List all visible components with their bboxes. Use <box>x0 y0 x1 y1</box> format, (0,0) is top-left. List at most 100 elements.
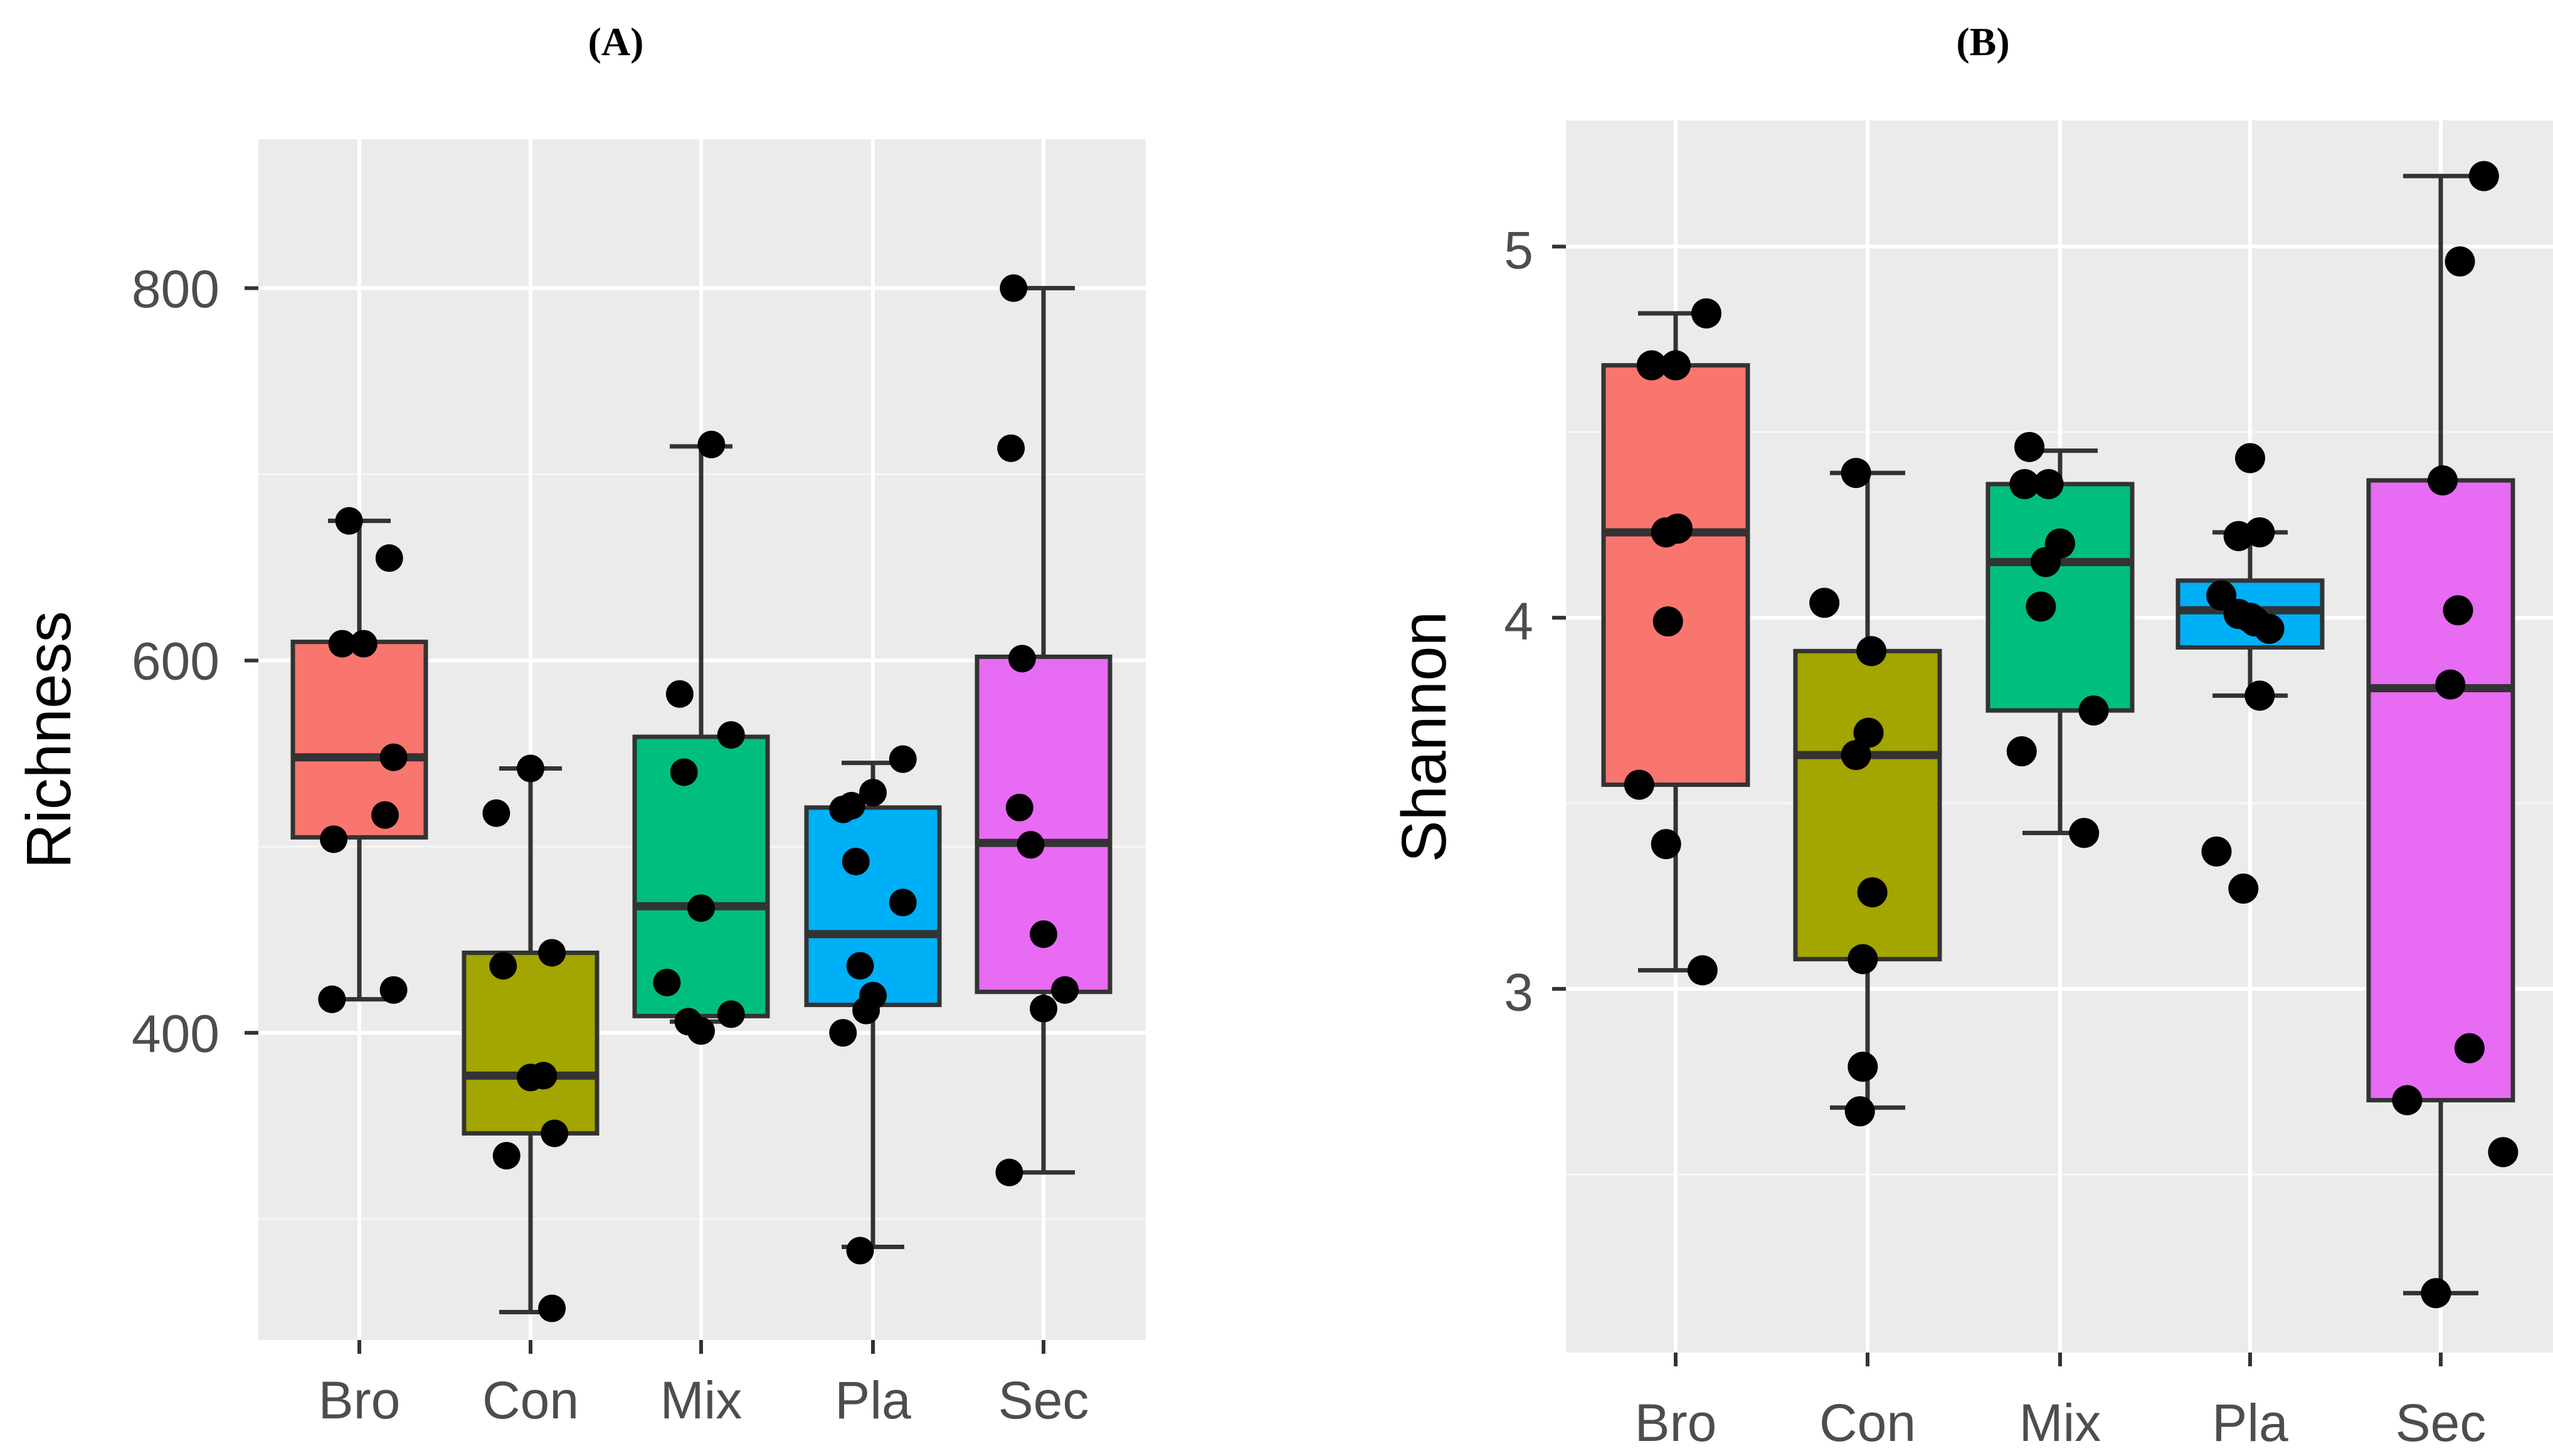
point-pla-9 <box>889 889 917 917</box>
point-con-5 <box>1857 877 1888 908</box>
point-mix-0 <box>653 968 681 996</box>
point-sec-0 <box>2392 1085 2423 1116</box>
point-bro-5 <box>1662 514 1693 544</box>
panel-b-x-axis: Bro Con Mix Pla Sec <box>1635 1353 2487 1452</box>
point-bro-8 <box>1691 298 1721 329</box>
iqr-box <box>2366 478 2515 1103</box>
box-bro <box>1601 311 1750 973</box>
iqr-box <box>1985 482 2135 713</box>
point-mix-0 <box>2009 469 2040 500</box>
box-con <box>462 766 600 1314</box>
point-bro-7 <box>379 743 408 771</box>
panel-b: (B) 3 4 5 Bro Con Mix Pla Sec Shannon <box>1389 19 2553 1452</box>
point-sec-8 <box>1051 976 1079 1004</box>
y-tick-label-2: 800 <box>132 260 219 319</box>
point-mix-7 <box>2078 695 2109 726</box>
y-tick-label-0: 3 <box>1504 963 1533 1022</box>
point-sec-5 <box>2454 1033 2485 1063</box>
point-pla-0 <box>829 1019 857 1047</box>
point-mix-5 <box>687 1017 715 1045</box>
point-sec-2 <box>2435 669 2466 700</box>
point-con-8 <box>517 754 544 783</box>
iqr-box <box>632 734 770 1018</box>
point-con-2 <box>492 1142 521 1170</box>
x-tick-label-bro: Bro <box>319 1371 401 1430</box>
point-sec-4 <box>2445 246 2475 277</box>
x-tick-label-sec: Sec <box>998 1371 1089 1430</box>
x-tick-label-con: Con <box>482 1371 579 1430</box>
point-sec-2 <box>1008 645 1036 673</box>
point-bro-5 <box>375 544 403 572</box>
point-sec-7 <box>1030 920 1057 948</box>
x-tick-label-pla: Pla <box>835 1371 911 1430</box>
point-con-0 <box>1809 588 1840 618</box>
point-mix-2 <box>670 758 698 786</box>
point-mix-8 <box>2069 818 2100 848</box>
point-pla-6 <box>2235 443 2265 473</box>
point-bro-3 <box>1661 350 1691 381</box>
point-con-5 <box>538 939 566 967</box>
x-tick-label-bro: Bro <box>1635 1393 1717 1452</box>
point-sec-1 <box>997 434 1025 462</box>
point-bro-7 <box>1687 955 1718 986</box>
point-bro-6 <box>371 801 399 829</box>
point-bro-6 <box>1652 606 1683 637</box>
y-tick-label-0: 400 <box>132 1004 219 1063</box>
point-sec-8 <box>2488 1137 2519 1168</box>
point-bro-1 <box>320 825 348 853</box>
box-mix <box>632 444 770 1024</box>
point-con-6 <box>1847 944 1878 974</box>
box-pla <box>804 761 942 1250</box>
point-pla-9 <box>2239 606 2270 637</box>
iqr-box <box>1793 648 1942 962</box>
point-sec-5 <box>995 1158 1023 1186</box>
point-mix-8 <box>717 1000 745 1028</box>
box-pla <box>2175 530 2325 698</box>
point-pla-2 <box>837 791 865 820</box>
point-bro-3 <box>349 630 378 658</box>
point-con-7 <box>1847 1052 1878 1082</box>
point-bro-2 <box>1636 350 1667 381</box>
iqr-box <box>290 640 428 840</box>
point-con-4 <box>529 1062 558 1090</box>
panel-b-points <box>1624 161 2519 1309</box>
panel-a-x-axis: Bro Con Mix Pla Sec <box>319 1340 1089 1430</box>
iqr-box <box>462 950 600 1136</box>
x-tick-label-con: Con <box>1819 1393 1916 1452</box>
iqr-box <box>804 805 942 1008</box>
point-bro-1 <box>1651 829 1681 860</box>
panel-a: (A) 400 600 800 Bro Con Mix Pla Sec Richness <box>14 19 1146 1430</box>
point-mix-4 <box>687 894 715 922</box>
point-sec-6 <box>1030 994 1057 1023</box>
iqr-box <box>1601 363 1750 787</box>
point-pla-3 <box>842 847 870 875</box>
point-pla-6 <box>859 779 887 807</box>
point-mix-3 <box>2033 469 2064 500</box>
panel-b-boxes <box>1601 174 2515 1295</box>
point-mix-5 <box>2026 591 2056 622</box>
x-tick-label-mix: Mix <box>660 1371 743 1430</box>
point-sec-1 <box>2428 465 2458 496</box>
y-tick-label-1: 4 <box>1504 592 1533 651</box>
point-mix-6 <box>2045 528 2075 559</box>
panel-a-y-axis: 400 600 800 <box>132 260 258 1063</box>
point-con-2 <box>1841 740 1871 771</box>
point-con-6 <box>541 1119 569 1147</box>
point-mix-1 <box>2014 431 2045 462</box>
point-pla-10 <box>846 1237 874 1265</box>
point-con-3 <box>1856 636 1887 667</box>
point-mix-1 <box>665 680 694 708</box>
point-sec-0 <box>1000 274 1028 302</box>
panel-b-y-axis-title: Shannon <box>1389 611 1459 862</box>
point-pla-8 <box>889 745 917 773</box>
y-tick-label-1: 600 <box>132 632 219 691</box>
point-con-1 <box>1841 458 1871 488</box>
point-sec-3 <box>1005 793 1033 821</box>
point-bro-4 <box>335 507 363 535</box>
x-tick-label-sec: Sec <box>2396 1393 2487 1452</box>
point-pla-4 <box>846 952 874 980</box>
point-pla-5 <box>2244 517 2275 547</box>
x-tick-label-mix: Mix <box>2019 1393 2101 1452</box>
point-mix-6 <box>697 430 726 458</box>
